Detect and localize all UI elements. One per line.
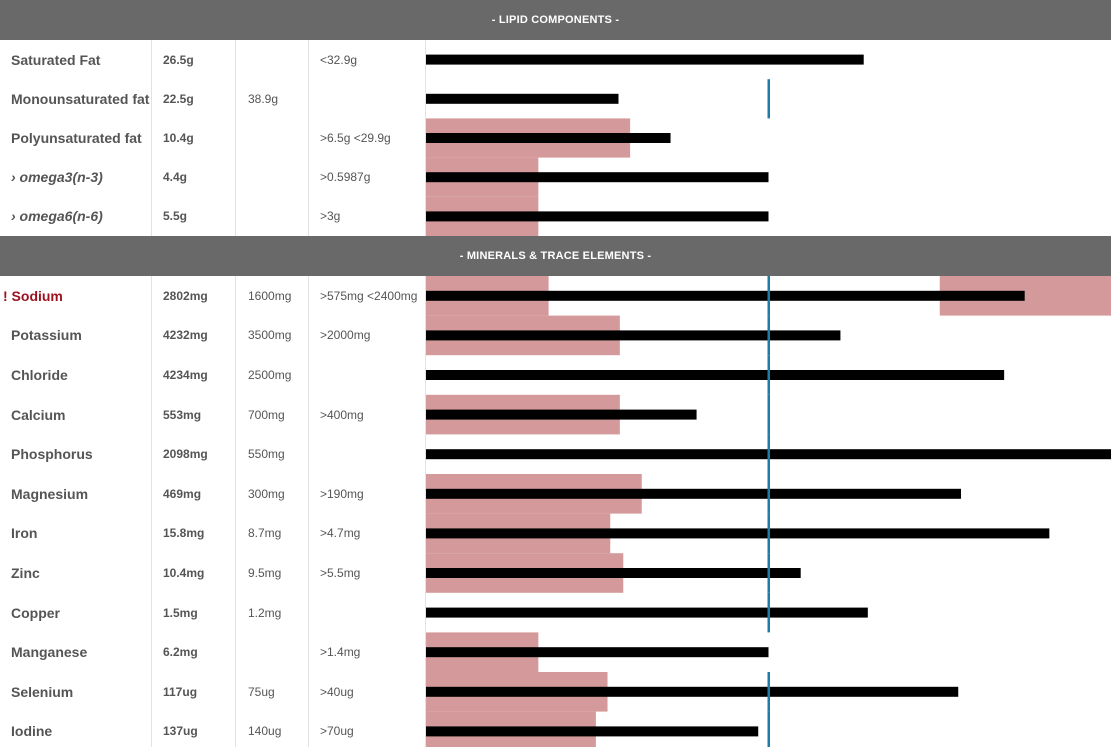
nutrient-recommended: 3500mg (248, 328, 292, 343)
nutrient-recommended: 75ug (248, 684, 275, 699)
nutrient-amount: 4.4g (163, 170, 188, 185)
nutrient-amount: 15.8mg (163, 526, 205, 541)
table-row: Phosphorus 2098mg 550mg (0, 434, 1111, 474)
table-row: ! Sodium 2802mg 1600mg >575mg <2400mg (0, 276, 1111, 316)
nutrient-name: Calcium (11, 406, 66, 423)
nutrient-range: >3g (320, 209, 341, 224)
table-row: Iodine 137ug 140ug >70ug (0, 712, 1111, 751)
table-row: Chloride 4234mg 2500mg (0, 355, 1111, 395)
nutrient-recommended: 1600mg (248, 288, 292, 303)
nutrient-amount: 137ug (163, 724, 198, 739)
column-separator (151, 0, 152, 747)
nutrient-amount: 4234mg (163, 367, 208, 382)
nutrient-name: › omega3(n-3) (11, 169, 103, 186)
section-header-minerals: - MINERALS & TRACE ELEMENTS - (0, 236, 1111, 276)
nutrient-name: Copper (11, 604, 60, 621)
nutrient-name: ! Sodium (3, 287, 63, 304)
table-row: › omega3(n-3) 4.4g >0.5987g (0, 158, 1111, 197)
table-row: Manganese 6.2mg >1.4mg (0, 632, 1111, 672)
nutrient-name: Iodine (11, 723, 53, 740)
nutrient-range: >5.5mg (320, 565, 361, 580)
nutrient-amount: 4232mg (163, 328, 208, 343)
column-separator (235, 0, 236, 747)
nutrient-recommended: 140ug (248, 724, 282, 739)
table-row: Selenium 117ug 75ug >40ug (0, 672, 1111, 712)
table-row: Copper 1.5mg 1.2mg (0, 593, 1111, 633)
nutrient-amount: 5.5g (163, 209, 188, 224)
nutrient-range: >4.7mg (320, 526, 361, 541)
nutrient-name: Selenium (11, 683, 74, 700)
table-row: Calcium 553mg 700mg >400mg (0, 395, 1111, 435)
table-row: Potassium 4232mg 3500mg >2000mg (0, 316, 1111, 356)
nutrient-name: Iron (11, 525, 38, 542)
nutrient-recommended: 300mg (248, 486, 285, 501)
nutrient-name: Polyunsaturated fat (11, 129, 142, 146)
nutrient-recommended: 9.5mg (248, 565, 282, 580)
nutrient-amount: 10.4g (163, 130, 194, 145)
table-row: Iron 15.8mg 8.7mg >4.7mg (0, 514, 1111, 554)
section-header-lipids: - LIPID COMPONENTS - (0, 0, 1111, 40)
nutrient-range: >575mg <2400mg (320, 288, 418, 303)
nutrient-name: Chloride (11, 366, 68, 383)
nutrient-name: Manganese (11, 644, 88, 661)
nutrient-amount: 26.5g (163, 52, 194, 67)
table-row: Polyunsaturated fat 10.4g >6.5g <29.9g (0, 118, 1111, 157)
nutrient-name: Potassium (11, 327, 82, 344)
column-separator (425, 0, 426, 747)
nutrient-range: >190mg (320, 486, 364, 501)
nutrient-name: › omega6(n-6) (11, 208, 103, 225)
nutrient-amount: 22.5g (163, 91, 194, 106)
nutrient-range: >70ug (320, 724, 354, 739)
nutrient-recommended: 8.7mg (248, 526, 282, 541)
nutrient-amount: 10.4mg (163, 565, 205, 580)
nutrient-amount: 117ug (163, 684, 198, 699)
nutrient-range: >40ug (320, 684, 354, 699)
nutrient-range: >1.4mg (320, 645, 361, 660)
nutrient-name: Phosphorus (11, 446, 93, 463)
nutrient-range: >0.5987g (320, 170, 371, 185)
nutrient-recommended: 2500mg (248, 367, 292, 382)
table-row: Monounsaturated fat 22.5g 38.9g (0, 79, 1111, 118)
nutrient-amount: 2098mg (163, 447, 208, 462)
nutrient-amount: 6.2mg (163, 645, 198, 660)
table-row: › omega6(n-6) 5.5g >3g (0, 197, 1111, 236)
nutrient-range: >6.5g <29.9g (320, 130, 391, 145)
nutrient-recommended: 550mg (248, 447, 285, 462)
nutrient-amount: 469mg (163, 486, 202, 501)
nutrient-amount: 1.5mg (163, 605, 198, 620)
table-row: Zinc 10.4mg 9.5mg >5.5mg (0, 553, 1111, 593)
nutrient-name: Monounsaturated fat (11, 90, 150, 107)
column-separator (308, 0, 309, 747)
nutrient-recommended: 700mg (248, 407, 285, 422)
nutrient-recommended: 1.2mg (248, 605, 282, 620)
nutrient-range: >400mg (320, 407, 364, 422)
nutrient-amount: 553mg (163, 407, 202, 422)
nutrient-name: Saturated Fat (11, 51, 101, 68)
table-row: Magnesium 469mg 300mg >190mg (0, 474, 1111, 514)
nutrient-amount: 2802mg (163, 288, 208, 303)
nutrient-recommended: 38.9g (248, 91, 279, 106)
table-row: Saturated Fat 26.5g <32.9g (0, 40, 1111, 79)
nutrient-range: <32.9g (320, 52, 358, 67)
nutrient-range: >2000mg (320, 328, 371, 343)
nutrient-name: Magnesium (11, 485, 89, 502)
nutrient-name: Zinc (11, 564, 40, 581)
